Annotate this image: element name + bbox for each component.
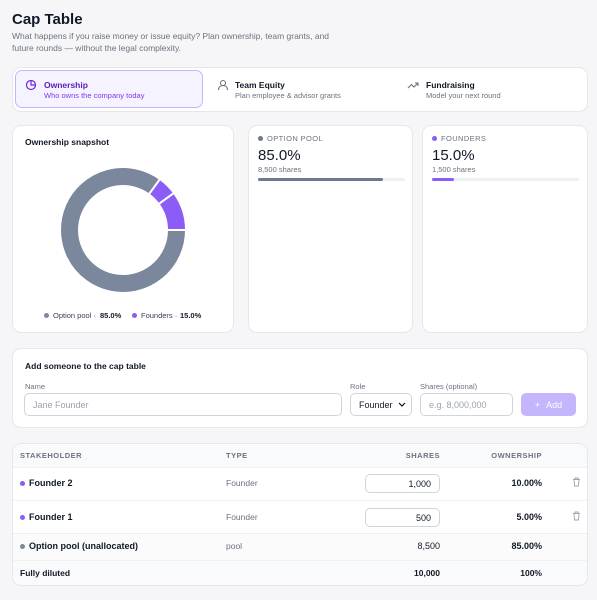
legend-dot [132,313,137,318]
donut-chart [59,166,188,294]
field-label: Name [25,382,46,391]
stat-card [248,125,413,333]
donut-slice [59,166,188,294]
legend-value: 15.0% [180,311,202,320]
row-name: Founder 1 [29,512,73,522]
row-dot [20,544,25,549]
tab-label[interactable]: Team Equity [235,80,285,90]
tab-icon [407,82,419,89]
stat-card [422,125,588,333]
tab-label[interactable]: Ownership [44,80,88,90]
row-dot [20,481,25,486]
tab-sub: Model your next round [426,91,501,100]
legend-value: 85.0% [100,311,122,320]
stat-shares: 1,500 shares [432,165,476,174]
shares-field[interactable]: 500 [365,508,440,527]
donut-slice [157,191,188,231]
chevron [398,402,406,407]
row-name: Founder 2 [29,478,73,488]
stat-name: OPTION POOL [267,134,324,143]
footer-name: Fully diluted [20,568,71,578]
table-row [13,500,587,533]
stat-value: 85.0% [258,147,301,164]
role-value: Founder [359,399,393,410]
shares-field[interactable]: 1,000 [365,474,440,493]
row-ownership: 85.00% [511,541,542,551]
column-header: TYPE [226,451,248,460]
stat-dot [258,136,263,141]
column-header: SHARES [405,451,440,460]
delete-icon[interactable] [572,511,581,521]
footer-ownership: 100% [520,568,542,578]
tab-icon [217,79,229,91]
tab-sub: Plan employee & advisor grants [235,91,341,100]
tab-sub: Who owns the company today [44,91,145,100]
legend-label: Option pool · [53,311,96,320]
row-dot [20,515,25,520]
name-input[interactable]: Jane Founder [24,393,342,416]
row-name: Option pool (unallocated) [29,541,138,551]
stat-bar [258,178,383,181]
stat-bar [432,178,455,181]
page-subtitle: What happens if you raise money or issue… [12,31,330,53]
add-card [12,348,588,428]
delete-icon[interactable] [572,477,581,487]
field-label: Role [350,382,366,391]
shares-input[interactable]: e.g. 8,000,000 [420,393,513,416]
column-header: STAKEHOLDER [20,451,83,460]
button-label: Add [546,399,563,410]
stat-shares: 8,500 shares [258,165,302,174]
legend-label: Founders · [141,311,178,320]
form-title: Add someone to the cap table [25,361,146,371]
stat-name: FOUNDERS [441,134,487,143]
row-shares: 8,500 [417,541,440,551]
field-label: Shares (optional) [420,382,478,391]
table-row [13,467,587,500]
role-select[interactable]: Founder [350,393,412,416]
row-ownership: 5.00% [516,512,542,522]
tab-icon [25,79,37,91]
column-header: OWNERSHIP [491,451,542,460]
table-row [13,533,587,560]
legend-dot [44,313,49,318]
snapshot-title: Ownership snapshot [25,137,110,147]
stat-track [258,178,405,181]
page-title: Cap Table [12,11,83,28]
add-button[interactable]: + Add [521,393,576,416]
stat-value: 15.0% [432,147,475,164]
table-footer [13,560,587,585]
footer-shares: 10,000 [414,568,440,578]
row-ownership: 10.00% [511,478,542,488]
stat-dot [432,136,437,141]
snapshot-card [12,125,234,333]
stat-track [432,178,579,181]
plus-icon: + [534,399,541,410]
row-type: Founder [226,478,258,488]
row-type: Founder [226,512,258,522]
row-type: pool [226,541,243,551]
tab-active[interactable] [15,70,203,108]
tab-label[interactable]: Fundraising [426,80,475,90]
table-header [13,444,587,467]
